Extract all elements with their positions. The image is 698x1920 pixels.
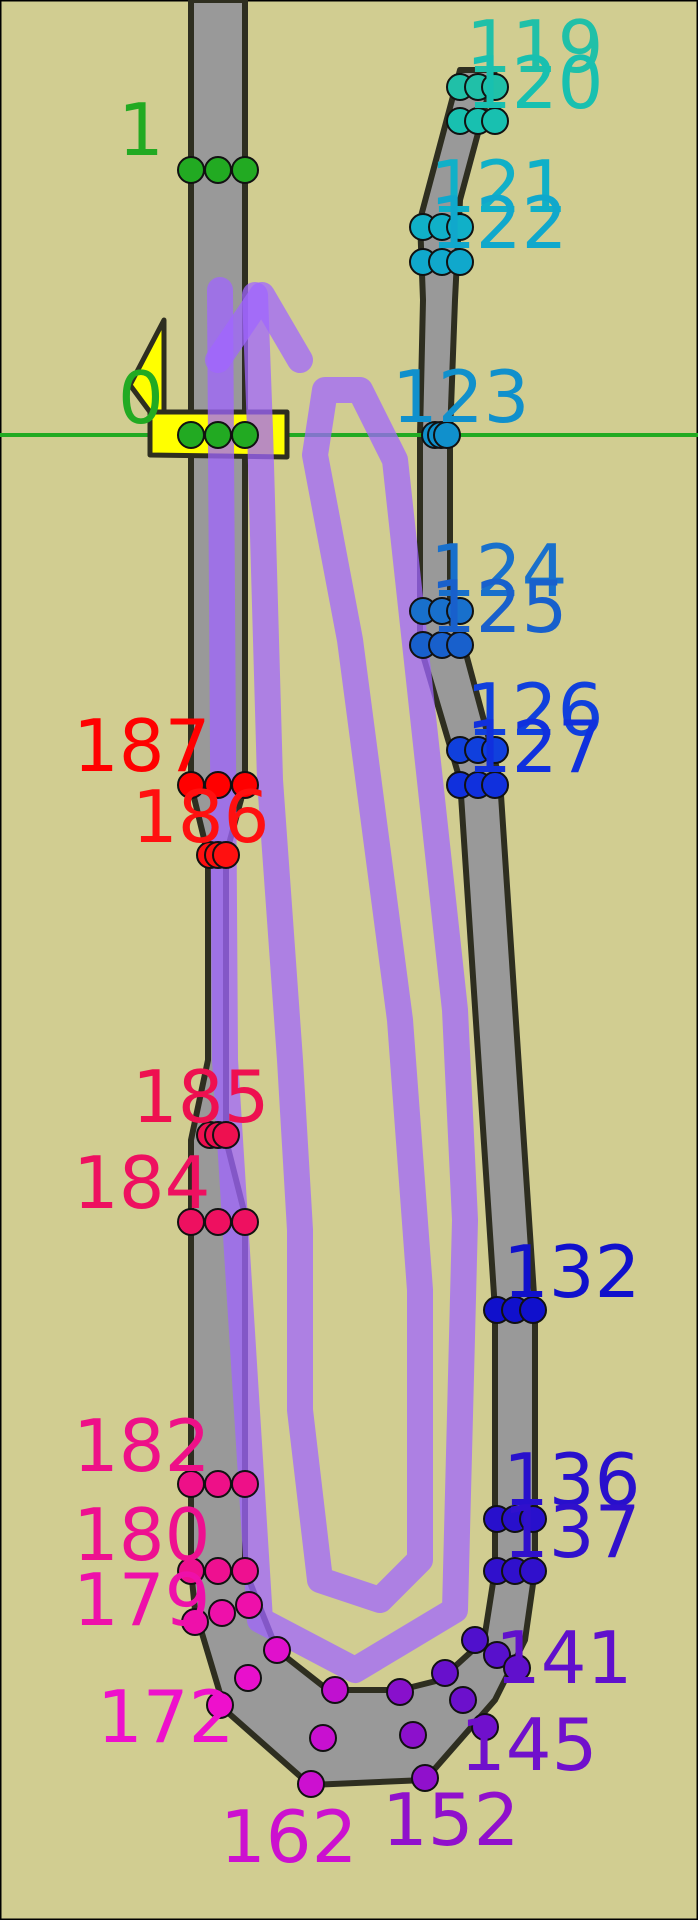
checkpoint-dot	[481, 771, 509, 799]
label-152: 152	[382, 1778, 519, 1862]
checkpoint-dot	[483, 1641, 511, 1669]
label-162: 162	[220, 1795, 357, 1879]
label-126: 126	[466, 668, 603, 752]
checkpoint-dot	[231, 771, 259, 799]
checkpoint-dot	[235, 1591, 263, 1619]
label-185: 185	[132, 1055, 269, 1139]
checkpoint-dot	[411, 1764, 439, 1792]
label-124: 124	[430, 529, 567, 613]
label-182: 182	[73, 1404, 210, 1488]
checkpoint-dot	[386, 1678, 414, 1706]
label-127: 127	[466, 705, 603, 789]
label-132: 132	[503, 1230, 640, 1314]
label-136: 136	[503, 1438, 640, 1522]
checkpoint-dot	[461, 1626, 489, 1654]
checkpoint-dot	[481, 73, 509, 101]
checkpoint-dot	[449, 1686, 477, 1714]
label-119: 119	[466, 5, 603, 89]
checkpoint-dot	[263, 1636, 291, 1664]
checkpoint-dot	[446, 213, 474, 241]
checkpoint-dot	[446, 597, 474, 625]
checkpoint-dot	[212, 1121, 240, 1149]
checkpoint-dot	[177, 156, 205, 184]
checkpoint-dot	[321, 1676, 349, 1704]
label-187: 187	[73, 704, 210, 788]
sector-labels: 0 1 119 120 121 122 123 124 125 126 127 …	[73, 5, 640, 1879]
checkpoint-markers	[177, 73, 547, 1798]
checkpoint-dot	[471, 1713, 499, 1741]
checkpoint-dot	[519, 1557, 547, 1585]
checkpoint-dot	[231, 156, 259, 184]
checkpoint-dot	[181, 1608, 209, 1636]
label-179: 179	[73, 1558, 210, 1642]
checkpoint-dot	[212, 841, 240, 869]
checkpoint-dot	[231, 1557, 259, 1585]
checkpoint-dot	[204, 421, 232, 449]
label-137: 137	[503, 1490, 640, 1574]
checkpoint-dot	[231, 1208, 259, 1236]
checkpoint-dot	[231, 1470, 259, 1498]
label-141: 141	[495, 1616, 632, 1700]
checkpoint-dot	[177, 421, 205, 449]
checkpoint-dot	[503, 1654, 531, 1682]
label-121: 121	[430, 145, 567, 229]
checkpoint-dot	[204, 156, 232, 184]
label-123: 123	[392, 355, 529, 439]
label-172: 172	[97, 1675, 234, 1759]
checkpoint-dot	[231, 421, 259, 449]
label-1: 1	[118, 88, 164, 172]
checkpoint-dot	[399, 1721, 427, 1749]
checkpoint-dot	[519, 1296, 547, 1324]
checkpoint-dot	[234, 1664, 262, 1692]
checkpoint-dot	[519, 1505, 547, 1533]
label-145: 145	[460, 1703, 597, 1787]
label-184: 184	[73, 1141, 210, 1225]
checkpoint-dot	[431, 1659, 459, 1687]
label-180: 180	[73, 1493, 210, 1577]
checkpoint-dot	[446, 631, 474, 659]
checkpoint-dot	[481, 107, 509, 135]
label-186: 186	[132, 775, 269, 859]
checkpoint-dot	[446, 248, 474, 276]
checkpoint-dot	[309, 1724, 337, 1752]
checkpoint-dot	[433, 421, 461, 449]
label-125: 125	[430, 565, 567, 649]
checkpoint-dot	[208, 1599, 236, 1627]
label-0: 0	[118, 356, 164, 440]
label-120: 120	[466, 41, 603, 125]
checkpoint-dot	[297, 1770, 325, 1798]
checkpoint-dot	[481, 736, 509, 764]
driving-line-arrow	[205, 277, 478, 1683]
label-122: 122	[430, 181, 567, 265]
checkpoint-dot	[206, 1691, 234, 1719]
